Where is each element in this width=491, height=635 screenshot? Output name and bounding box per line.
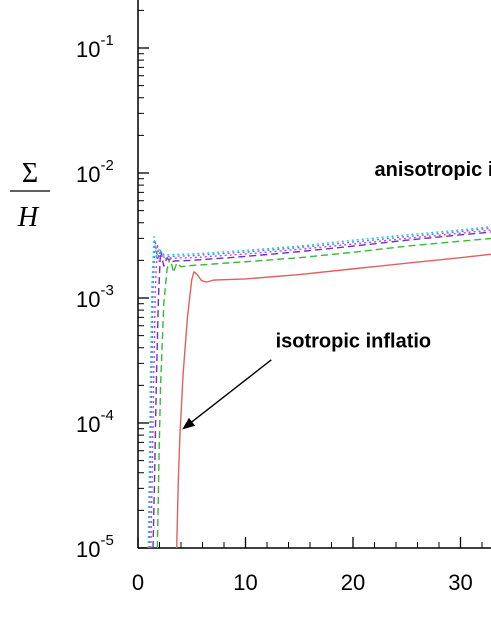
y-tick-label: 10-4 <box>76 407 114 437</box>
y-tick-base: 10 <box>76 412 100 437</box>
axes <box>137 0 491 549</box>
series-line-5 <box>148 227 491 548</box>
series-line-3 <box>152 231 491 548</box>
series-line-4 <box>150 229 491 548</box>
x-ticks: 0 10 20 30 <box>132 537 483 595</box>
y-tick-label: 10-3 <box>76 282 114 312</box>
series-line-1 <box>176 253 491 548</box>
y-tick-exponent: -5 <box>100 532 113 549</box>
y-tick-label: 10-2 <box>76 157 114 187</box>
y-label-numerator: Σ <box>22 158 38 189</box>
y-tick-base: 10 <box>76 37 100 62</box>
annotation-arrow <box>182 359 272 430</box>
x-tick-label: 0 <box>132 570 144 595</box>
y-tick-base: 10 <box>76 537 100 562</box>
x-tick-label: 20 <box>341 570 365 595</box>
y-ticks: 10-110-210-310-410-5 <box>76 9 149 562</box>
y-axis-label: Σ H <box>10 158 50 233</box>
y-tick-base: 10 <box>76 287 100 312</box>
y-tick-label: 10-1 <box>76 32 114 62</box>
x-tick-label: 30 <box>448 570 472 595</box>
annotation-isotropic: isotropic inflatio <box>276 331 432 353</box>
y-tick-exponent: -4 <box>100 407 113 424</box>
y-label-denominator: H <box>17 202 40 233</box>
y-tick-exponent: -1 <box>100 32 113 49</box>
annotation-layer: anisotropic inf isotropic inflatio <box>182 159 491 430</box>
y-tick-label: 10-5 <box>76 532 114 562</box>
series-line-2 <box>156 237 491 548</box>
y-tick-exponent: -2 <box>100 157 113 174</box>
y-tick-exponent: -3 <box>100 282 113 299</box>
annotation-anisotropic: anisotropic inf <box>375 159 491 181</box>
x-tick-label: 10 <box>233 570 257 595</box>
y-tick-base: 10 <box>76 162 100 187</box>
series-layer <box>147 225 491 548</box>
